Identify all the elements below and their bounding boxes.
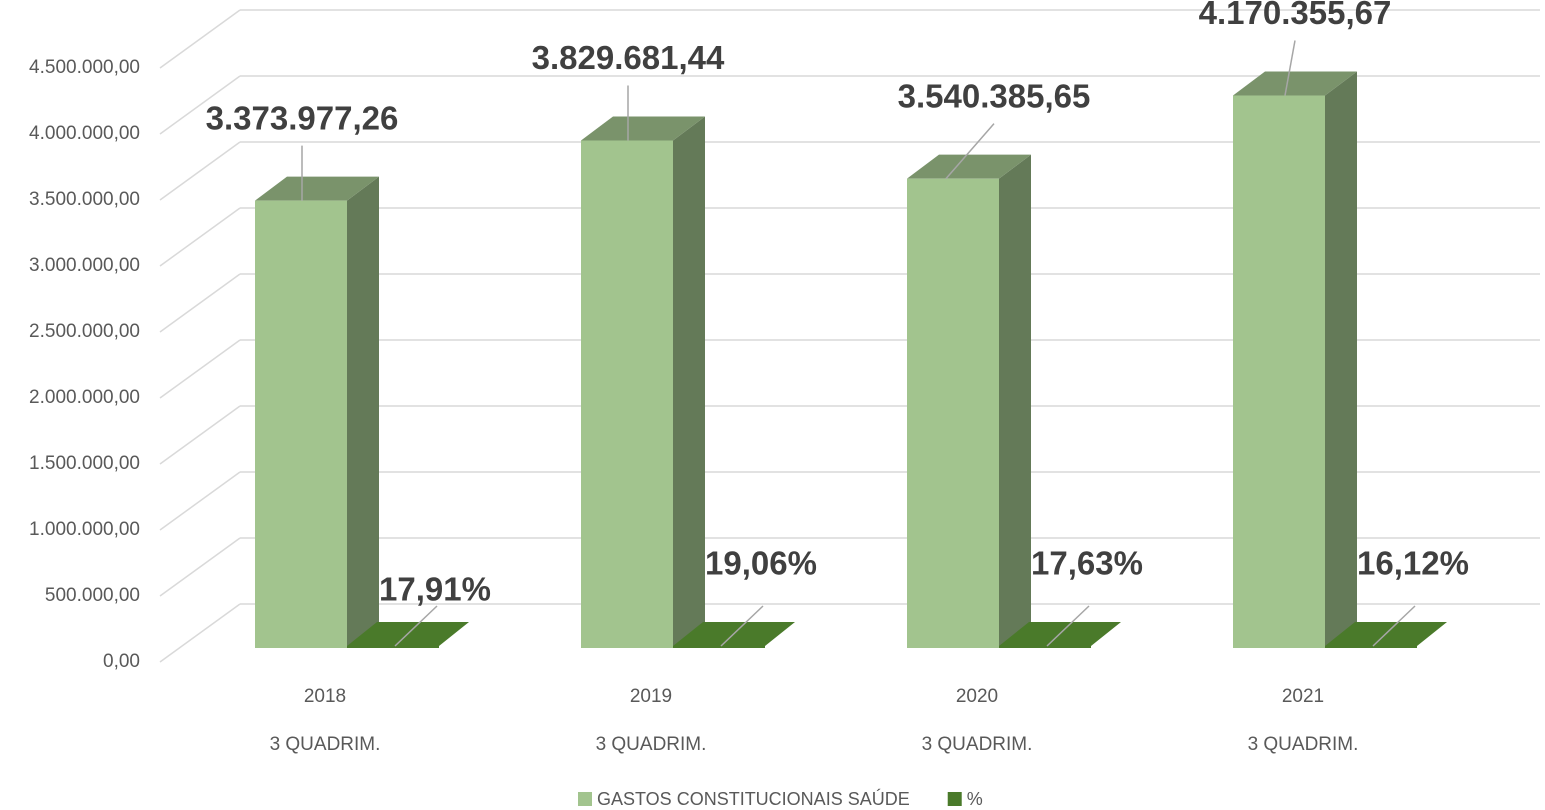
x-tick-label: 2018: [304, 686, 346, 707]
grid-line: [159, 603, 241, 663]
y-tick-label: 2.500.000,00: [29, 321, 140, 342]
grid-line: [159, 273, 241, 333]
y-tick-label: 0,00: [103, 651, 140, 672]
bar: [347, 645, 439, 648]
grid-line: [159, 339, 241, 399]
data-label: 19,06%: [705, 545, 817, 582]
leader-line: [394, 605, 438, 647]
grid-line: [159, 471, 241, 531]
data-label: 17,91%: [379, 571, 491, 608]
legend-swatch: [578, 792, 592, 806]
x-tick-label: 2020: [956, 686, 998, 707]
bar-side: [347, 176, 379, 648]
data-label: 17,63%: [1031, 545, 1143, 582]
bar-top: [1233, 71, 1357, 96]
grid-line: [159, 75, 241, 135]
data-label: 3.373.977,26: [206, 99, 399, 136]
data-label: 16,12%: [1357, 545, 1469, 582]
grid-line: [159, 9, 241, 69]
y-tick-label: 1.000.000,00: [29, 519, 140, 540]
bar: [581, 140, 673, 648]
y-tick-label: 500.000,00: [45, 585, 140, 606]
grid-line: [159, 207, 241, 267]
x-tick-label: 2019: [630, 686, 672, 707]
y-tick-label: 2.000.000,00: [29, 387, 140, 408]
bar: [673, 645, 765, 648]
leader-line: [945, 123, 995, 180]
leader-line: [720, 605, 764, 647]
grid-line: [159, 537, 241, 597]
bar: [907, 178, 999, 648]
data-label: 4.170.355,67: [1199, 0, 1392, 31]
y-tick-label: 3.500.000,00: [29, 189, 140, 210]
x-tick-label: 2021: [1282, 686, 1324, 707]
x-subcategory-label: 3 QUADRIM.: [596, 734, 707, 755]
grid-line: [159, 141, 241, 201]
bar-side: [673, 116, 705, 648]
legend-label: %: [967, 789, 983, 809]
bar-top: [581, 116, 705, 141]
y-tick-label: 4.000.000,00: [29, 123, 140, 144]
legend-label: GASTOS CONSTITUCIONAIS SAÚDE: [597, 788, 910, 809]
legend-swatch: [947, 792, 962, 806]
data-label: 3.829.681,44: [532, 39, 725, 76]
bar-side: [999, 154, 1031, 648]
x-subcategory-label: 3 QUADRIM.: [270, 734, 381, 755]
grid-line: [159, 405, 241, 465]
leader-line: [1046, 605, 1090, 647]
bar-top: [907, 154, 1031, 179]
leader-line: [1284, 40, 1296, 96]
y-tick-label: 4.500.000,00: [29, 57, 140, 78]
leader-line: [1372, 605, 1416, 647]
x-subcategory-label: 3 QUADRIM.: [922, 734, 1033, 755]
bar: [1325, 645, 1417, 648]
data-label: 3.540.385,65: [898, 77, 1091, 114]
bar: [255, 200, 347, 648]
y-tick-label: 1.500.000,00: [29, 453, 140, 474]
bar: [1233, 95, 1325, 648]
x-subcategory-label: 3 QUADRIM.: [1248, 734, 1359, 755]
y-tick-label: 3.000.000,00: [29, 255, 140, 276]
bar: [999, 645, 1091, 648]
bar-top: [255, 176, 379, 201]
bar-side: [1325, 71, 1357, 648]
